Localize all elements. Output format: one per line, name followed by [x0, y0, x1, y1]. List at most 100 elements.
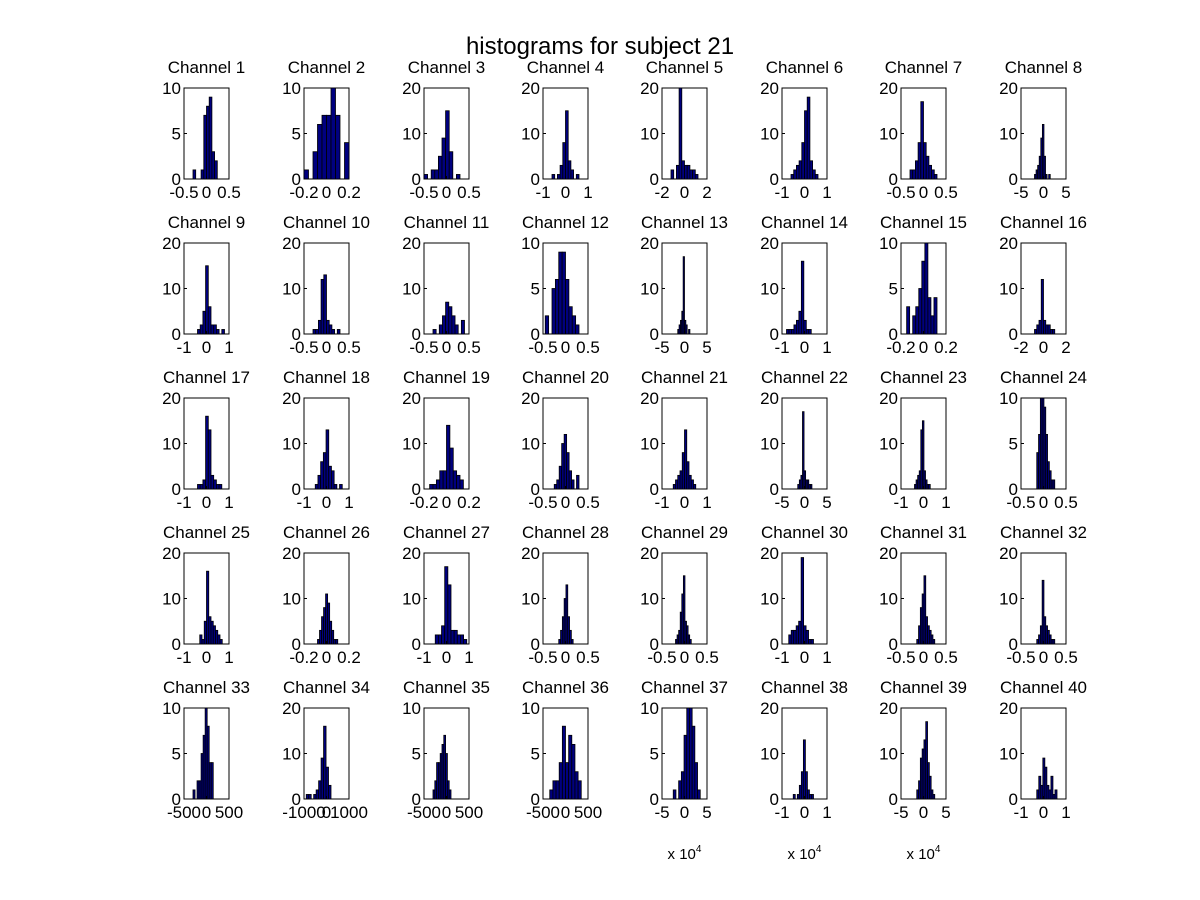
histogram-bar [571, 315, 577, 335]
panel-title: Channel 29 [641, 523, 728, 542]
y-tick-label: 20 [879, 389, 898, 408]
histogram-bar [453, 629, 458, 645]
y-tick-label: 10 [402, 699, 421, 718]
histogram-bar [575, 324, 580, 335]
x-tick-label: 0.5 [217, 183, 241, 202]
y-tick-label: 10 [640, 699, 659, 718]
x-tick-label: 0 [322, 338, 331, 357]
panel-title: Channel 9 [168, 213, 246, 232]
x-tick-label: 1 [1061, 803, 1070, 822]
panel-title: Channel 20 [522, 368, 609, 387]
panel-title: Channel 6 [766, 58, 844, 77]
y-tick-label: 20 [879, 699, 898, 718]
y-tick-label: 10 [879, 590, 898, 609]
histogram-bar [691, 725, 696, 800]
histogram-bar [213, 479, 217, 490]
x-tick-label: 1 [583, 183, 592, 202]
histogram-bar [321, 114, 327, 180]
panel-title: Channel 27 [403, 523, 490, 542]
histogram-bar [672, 789, 677, 800]
panel-title: Channel 13 [641, 213, 728, 232]
histogram-panel: Channel 19 0 10 20 -0.2 0 0.2 [402, 368, 490, 512]
histogram-bar [549, 789, 554, 800]
y-tick-label: 10 [402, 590, 421, 609]
histogram-bar [923, 142, 927, 180]
y-tick-label: 0 [292, 325, 301, 344]
x-tick-label: 1000 [330, 803, 368, 822]
histogram-bar [328, 465, 332, 490]
histogram-bar [456, 634, 461, 645]
histogram-bar [558, 251, 563, 335]
histogram-bar [330, 87, 336, 180]
histogram-bar [812, 169, 816, 180]
histogram-bar [211, 151, 215, 180]
y-tick-label: 10 [162, 280, 181, 299]
histogram-bar [203, 114, 207, 180]
histogram-bar [214, 160, 218, 180]
y-tick-label: 20 [999, 544, 1018, 563]
y-tick-label: 10 [640, 125, 659, 144]
x-tick-label: 0 [680, 338, 689, 357]
histogram-bar [1040, 278, 1044, 335]
histogram-bar [932, 794, 936, 800]
histogram-bar [308, 794, 312, 800]
histogram-panel: Channel 7 0 10 20 -0.5 0 0.5 [879, 58, 962, 202]
y-tick-label: 10 [760, 280, 779, 299]
x-tick-label: 1 [822, 803, 831, 822]
histogram-bar [192, 169, 197, 180]
panel-title: Channel 26 [283, 523, 370, 542]
histogram-bar [437, 634, 442, 645]
y-tick-label: 20 [640, 234, 659, 253]
histogram-bar [434, 169, 439, 180]
histogram-bar [684, 429, 688, 490]
x-tick-label: 0 [322, 803, 331, 822]
histogram-bar [463, 639, 468, 645]
histogram-bar [912, 169, 916, 180]
y-tick-label: 5 [292, 125, 301, 144]
y-tick-label: 10 [879, 125, 898, 144]
x-tick-label: -0.5 [528, 493, 557, 512]
histogram-bar [221, 329, 225, 335]
histogram-bar [676, 164, 680, 180]
x-tick-label: -0.5 [528, 338, 557, 357]
histogram-bar [312, 329, 317, 335]
y-tick-label: 20 [402, 544, 421, 563]
histogram-bar [197, 484, 201, 490]
x-tick-label: 0 [919, 648, 928, 667]
x-tick-label: -0.5 [886, 183, 915, 202]
histogram-bar [551, 288, 556, 335]
x-tick-label: -0.5 [169, 183, 198, 202]
x-tick-label: 500 [574, 803, 602, 822]
x-tick-label: 0 [442, 648, 451, 667]
histogram-bar [692, 169, 696, 180]
x-tick-label: 0 [1039, 183, 1048, 202]
y-tick-label: 0 [770, 480, 779, 499]
x-tick-label: 0 [919, 803, 928, 822]
histogram-bar [339, 484, 343, 490]
histogram-bar [688, 329, 691, 335]
histogram-bar [432, 329, 437, 335]
x-tick-label: 0.2 [337, 648, 361, 667]
histogram-bar [811, 794, 814, 800]
y-tick-label: 20 [879, 79, 898, 98]
histogram-bar [438, 324, 443, 335]
histogram-bar [575, 174, 580, 180]
histogram-bar [568, 306, 573, 335]
histogram-bar [1044, 766, 1048, 800]
panel-title: Channel 24 [1000, 368, 1087, 387]
x-tick-label: 0.5 [576, 493, 600, 512]
x-tick-label: 2 [702, 183, 711, 202]
histogram-bar [928, 164, 933, 180]
y-tick-label: 20 [402, 79, 421, 98]
y-tick-label: 10 [282, 280, 301, 299]
histogram-bar [442, 315, 447, 335]
y-tick-label: 0 [412, 480, 421, 499]
x-tick-label: 0.5 [576, 648, 600, 667]
histogram-bar [561, 725, 566, 800]
